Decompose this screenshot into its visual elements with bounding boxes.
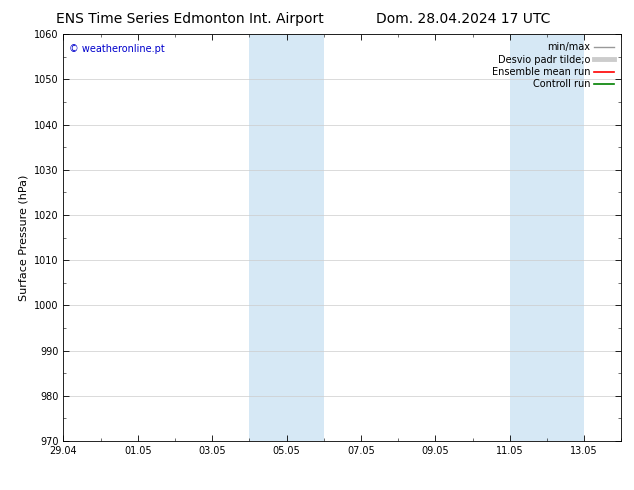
Text: ENS Time Series Edmonton Int. Airport: ENS Time Series Edmonton Int. Airport: [56, 12, 324, 26]
Text: © weatheronline.pt: © weatheronline.pt: [69, 45, 165, 54]
Text: Dom. 28.04.2024 17 UTC: Dom. 28.04.2024 17 UTC: [375, 12, 550, 26]
Bar: [249, 34, 324, 441]
Y-axis label: Surface Pressure (hPa): Surface Pressure (hPa): [18, 174, 29, 301]
Legend: min/max, Desvio padr tilde;o, Ensemble mean run, Controll run: min/max, Desvio padr tilde;o, Ensemble m…: [489, 39, 616, 92]
Bar: [510, 34, 584, 441]
